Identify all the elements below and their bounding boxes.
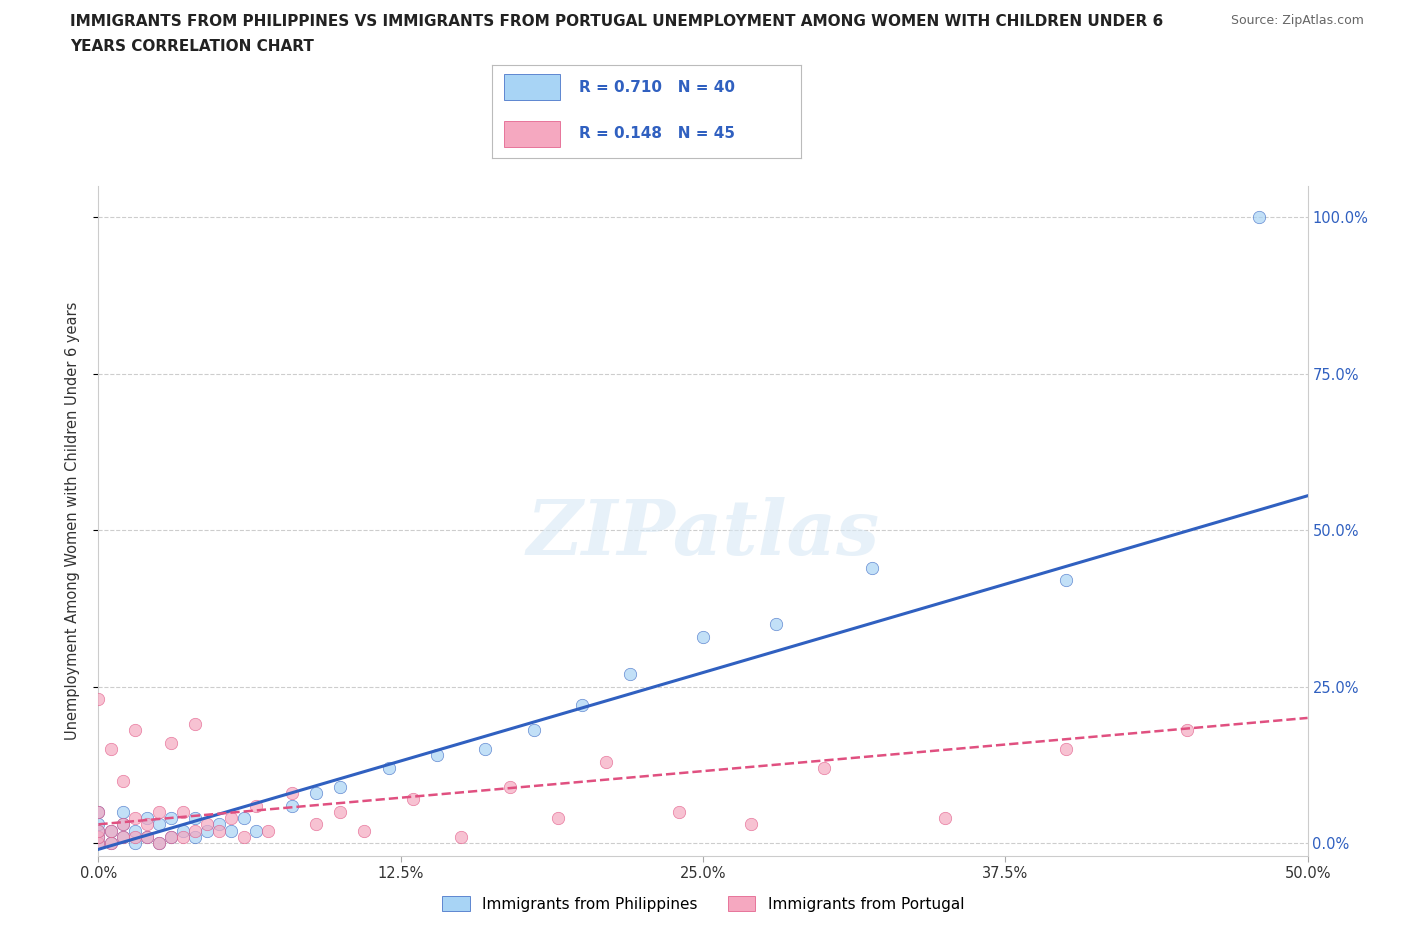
Point <box>221 811 243 826</box>
Point <box>765 617 787 631</box>
Point <box>100 836 122 851</box>
Point <box>245 798 267 813</box>
Point <box>111 773 134 788</box>
Point <box>160 830 183 844</box>
Point <box>1054 573 1077 588</box>
Point <box>740 817 762 831</box>
Point <box>184 830 207 844</box>
Point <box>124 836 146 851</box>
Text: R = 0.710   N = 40: R = 0.710 N = 40 <box>579 80 735 95</box>
Point <box>124 723 146 737</box>
Point <box>100 823 122 838</box>
Point <box>619 667 641 682</box>
Point <box>353 823 375 838</box>
Point <box>172 804 194 819</box>
Point <box>160 736 183 751</box>
Point <box>245 823 267 838</box>
Point <box>111 804 134 819</box>
Point <box>87 804 110 819</box>
Point <box>281 798 304 813</box>
Text: ZIPatlas: ZIPatlas <box>526 498 880 571</box>
Text: R = 0.148   N = 45: R = 0.148 N = 45 <box>579 126 735 141</box>
Point <box>160 830 183 844</box>
Point <box>377 761 399 776</box>
Point <box>221 823 243 838</box>
Point <box>208 817 231 831</box>
Point <box>135 817 157 831</box>
Point <box>124 823 146 838</box>
Point <box>860 560 883 575</box>
Point <box>148 817 170 831</box>
Point <box>281 786 304 801</box>
Point <box>305 786 328 801</box>
Point <box>172 823 194 838</box>
Point <box>160 811 183 826</box>
Point <box>184 811 207 826</box>
Point <box>547 811 569 826</box>
Point <box>474 742 496 757</box>
Y-axis label: Unemployment Among Women with Children Under 6 years: Unemployment Among Women with Children U… <box>65 301 80 740</box>
Point <box>1175 723 1198 737</box>
Point <box>111 817 134 831</box>
Point <box>87 836 110 851</box>
Point <box>195 823 218 838</box>
Point <box>571 698 593 713</box>
Point <box>208 823 231 838</box>
Point <box>329 804 352 819</box>
Point <box>87 804 110 819</box>
Point <box>100 823 122 838</box>
Point <box>232 811 254 826</box>
Point <box>523 723 546 737</box>
Point <box>668 804 690 819</box>
Point <box>1054 742 1077 757</box>
Text: YEARS CORRELATION CHART: YEARS CORRELATION CHART <box>70 39 314 54</box>
Point <box>692 629 714 644</box>
Point <box>184 717 207 732</box>
Point <box>595 754 617 769</box>
Point <box>148 804 170 819</box>
Point <box>111 830 134 844</box>
Point <box>111 830 134 844</box>
Point <box>87 830 110 844</box>
Point <box>135 830 157 844</box>
Text: Source: ZipAtlas.com: Source: ZipAtlas.com <box>1230 14 1364 27</box>
Point <box>124 830 146 844</box>
Point <box>87 692 110 707</box>
Point <box>305 817 328 831</box>
Point <box>172 830 194 844</box>
Point <box>813 761 835 776</box>
Point <box>329 779 352 794</box>
Point <box>111 817 134 831</box>
Point <box>100 742 122 757</box>
Point <box>124 811 146 826</box>
Bar <box>505 74 560 100</box>
Point <box>135 830 157 844</box>
Text: IMMIGRANTS FROM PHILIPPINES VS IMMIGRANTS FROM PORTUGAL UNEMPLOYMENT AMONG WOMEN: IMMIGRANTS FROM PHILIPPINES VS IMMIGRANT… <box>70 14 1164 29</box>
Point <box>148 836 170 851</box>
Point <box>148 836 170 851</box>
Point <box>87 823 110 838</box>
Point <box>135 811 157 826</box>
Point <box>184 823 207 838</box>
Point <box>100 836 122 851</box>
Point <box>426 748 449 763</box>
Point <box>87 817 110 831</box>
Point <box>195 817 218 831</box>
Point <box>256 823 278 838</box>
Legend: Immigrants from Philippines, Immigrants from Portugal: Immigrants from Philippines, Immigrants … <box>436 889 970 918</box>
Bar <box>505 121 560 147</box>
Point <box>87 823 110 838</box>
Point <box>232 830 254 844</box>
Point <box>498 779 520 794</box>
Point <box>87 830 110 844</box>
Point <box>934 811 956 826</box>
Point <box>87 836 110 851</box>
Point <box>1249 210 1271 225</box>
Point <box>450 830 472 844</box>
Point <box>402 791 425 806</box>
